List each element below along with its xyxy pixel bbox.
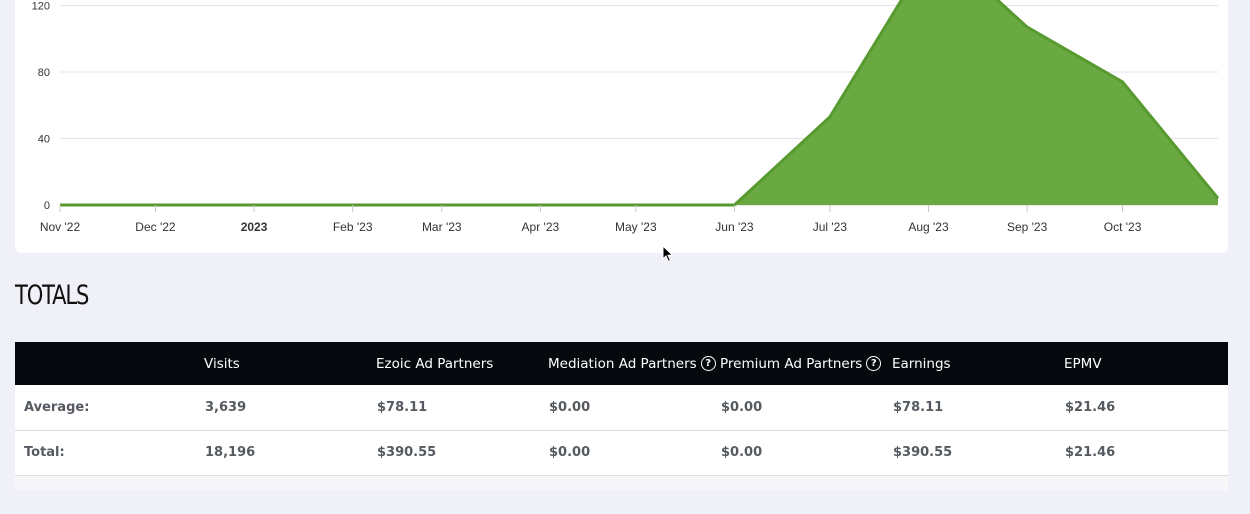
cell-earnings: $78.11 bbox=[893, 399, 944, 415]
x-tick-label: Jun '23 bbox=[715, 220, 754, 234]
area-line bbox=[60, 0, 1220, 207]
x-tick-label: Apr '23 bbox=[522, 220, 560, 234]
x-tick-label: Oct '23 bbox=[1104, 220, 1142, 234]
row-label: Average: bbox=[24, 399, 90, 415]
header-ezoic-label: Ezoic Ad Partners bbox=[376, 355, 494, 372]
x-tick-label: Jul '23 bbox=[813, 220, 848, 234]
row-label: Total: bbox=[24, 445, 65, 460]
header-cell-ezoic: Ezoic Ad Partners bbox=[368, 342, 540, 385]
x-tick-label: May '23 bbox=[615, 220, 657, 234]
table-row-average: Average: 3,639 $78.11 $0.00 $0.00 $78.11… bbox=[15, 385, 1228, 430]
header-mediation-label: Mediation Ad Partners bbox=[548, 355, 697, 372]
x-tick-label: Mar '23 bbox=[422, 220, 462, 234]
header-cell-earnings: Earnings bbox=[884, 342, 1056, 385]
y-tick-label: 0 bbox=[44, 200, 50, 212]
x-tick-label: Nov '22 bbox=[40, 220, 81, 234]
totals-table: Visits Ezoic Ad Partners Mediation Ad Pa… bbox=[15, 342, 1228, 476]
cell-epmv: $21.46 bbox=[1065, 445, 1116, 460]
area-fill bbox=[60, 0, 1218, 205]
header-cell-visits: Visits bbox=[196, 342, 368, 385]
cell-ezoic: $78.11 bbox=[377, 399, 428, 415]
cell-premium: $0.00 bbox=[721, 445, 763, 460]
x-tick-label: 2023 bbox=[241, 220, 268, 234]
table-row-total: Total: 18,196 $390.55 $0.00 $0.00 $390.5… bbox=[15, 430, 1228, 475]
cell-earnings: $390.55 bbox=[893, 445, 953, 460]
cell-visits: 3,639 bbox=[205, 399, 247, 415]
header-epmv-label: EPMV bbox=[1064, 355, 1102, 372]
header-cell-mediation: Mediation Ad Partners? bbox=[540, 342, 716, 385]
mouse-pointer-icon bbox=[662, 245, 674, 263]
cell-premium: $0.00 bbox=[721, 399, 763, 415]
cell-visits: 18,196 bbox=[205, 445, 256, 460]
y-tick-label: 80 bbox=[38, 67, 50, 79]
y-tick-label: 120 bbox=[32, 1, 50, 13]
x-tick-label: Dec '22 bbox=[135, 220, 176, 234]
cell-mediation: $0.00 bbox=[549, 445, 591, 460]
mediation-help-icon[interactable]: ? bbox=[700, 356, 716, 371]
header-visits-label: Visits bbox=[204, 355, 240, 372]
x-tick-label: Feb '23 bbox=[333, 220, 373, 234]
cell-epmv: $21.46 bbox=[1065, 399, 1116, 415]
totals-heading: TOTALS bbox=[15, 280, 89, 311]
header-cell-premium: Premium Ad Partners? bbox=[712, 342, 884, 385]
traffic-chart-card: 0 40 80 120 Nov '22 Dec '22 2023 Feb '23 Mar '23… bbox=[15, 0, 1228, 253]
header-earnings-label: Earnings bbox=[892, 355, 951, 372]
header-cell-epmv: EPMV bbox=[1056, 342, 1228, 385]
y-tick-label: 40 bbox=[38, 134, 50, 146]
totals-header-row: Visits Ezoic Ad Partners Mediation Ad Pa… bbox=[15, 342, 1228, 385]
x-tick-label: Sep '23 bbox=[1007, 220, 1048, 234]
premium-help-icon[interactable]: ? bbox=[866, 356, 882, 371]
traffic-area-chart: 0 40 80 120 Nov '22 Dec '22 2023 Feb '23 Mar '23… bbox=[32, 0, 1220, 234]
header-premium-label: Premium Ad Partners bbox=[720, 355, 863, 372]
cell-mediation: $0.00 bbox=[549, 399, 591, 415]
header-cell-label bbox=[15, 342, 196, 385]
cell-ezoic: $390.55 bbox=[377, 445, 437, 460]
table-footer bbox=[15, 476, 1228, 490]
x-tick-label: Aug '23 bbox=[908, 220, 949, 234]
